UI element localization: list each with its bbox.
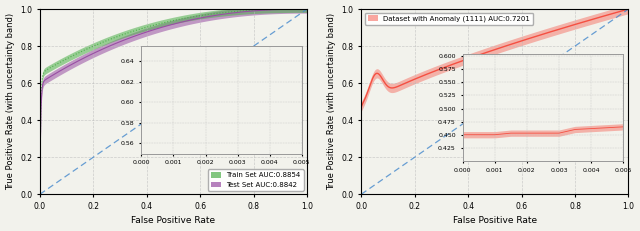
Y-axis label: True Positive Rate (with uncertainty band): True Positive Rate (with uncertainty ban… [327, 13, 336, 190]
Legend: Train Set AUC:0.8854, Test Set AUC:0.8842: Train Set AUC:0.8854, Test Set AUC:0.884… [208, 169, 303, 191]
Y-axis label: True Positive Rate (with uncertainty band): True Positive Rate (with uncertainty ban… [6, 13, 15, 190]
X-axis label: False Positive Rate: False Positive Rate [452, 216, 537, 225]
Legend: Dataset with Anomaly (1111) AUC:0.7201: Dataset with Anomaly (1111) AUC:0.7201 [365, 12, 533, 25]
X-axis label: False Positive Rate: False Positive Rate [131, 216, 216, 225]
